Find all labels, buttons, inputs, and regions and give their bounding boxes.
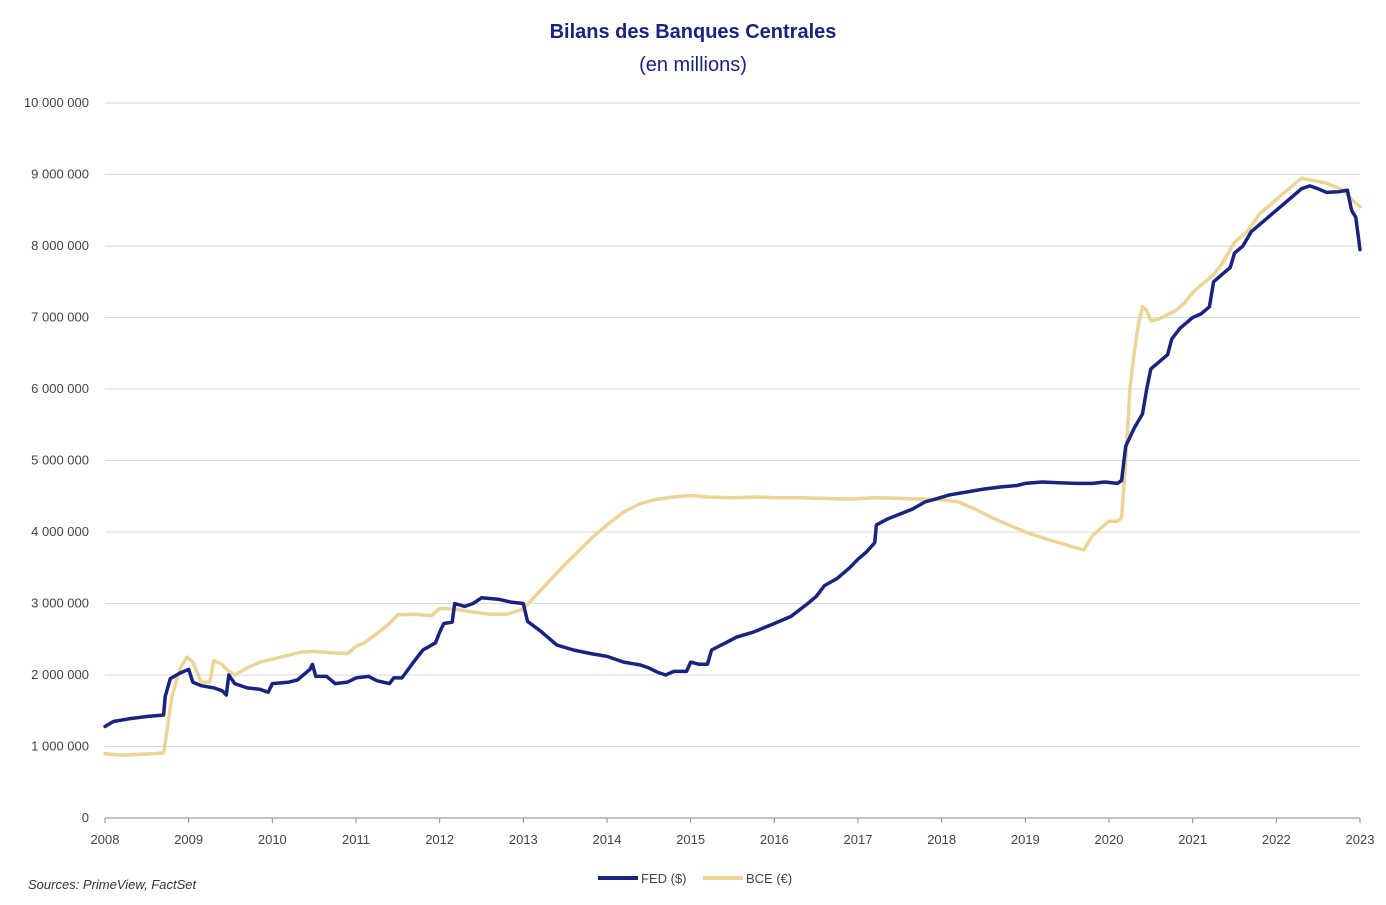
- chart-title: Bilans des Banques Centrales: [550, 21, 837, 43]
- source-note: Sources: PrimeView, FactSet: [28, 877, 197, 892]
- series-line-bce: [103, 176, 1362, 757]
- x-tick-label: 2022: [1262, 832, 1291, 847]
- y-tick-label: 8 000 000: [31, 238, 89, 253]
- series-lines: [103, 176, 1362, 757]
- x-tick-label: 2019: [1011, 832, 1040, 847]
- y-tick-label: 7 000 000: [31, 310, 89, 325]
- x-tick-label: 2016: [760, 832, 789, 847]
- y-tick-label: 1 000 000: [31, 739, 89, 754]
- legend-label-fed: FED ($): [641, 871, 687, 886]
- x-tick-label: 2023: [1346, 832, 1375, 847]
- x-tick-label: 2012: [425, 832, 454, 847]
- chart-subtitle: (en millions): [639, 54, 747, 76]
- y-tick-label: 4 000 000: [31, 524, 89, 539]
- series-line-fed: [103, 184, 1362, 729]
- y-axis-ticks: 0 1 000 000 2 000 000 3 000 000 4 000 000 5 0…: [24, 95, 89, 825]
- legend-label-bce: BCE (€): [746, 871, 792, 886]
- y-tick-label: 0: [82, 810, 89, 825]
- x-tick-label: 2011: [342, 832, 370, 847]
- x-tick-label: 2015: [676, 832, 705, 847]
- y-tick-label: 10 000 000: [24, 95, 89, 110]
- y-tick-label: 5 000 000: [31, 453, 89, 468]
- y-tick-label: 3 000 000: [31, 596, 89, 611]
- x-tick-label: 2010: [258, 832, 287, 847]
- y-tick-label: 6 000 000: [31, 381, 89, 396]
- x-axis-ticks: 2008 2009 2010 2011 2012 2013 2014 2015 2016 2017…: [91, 818, 1375, 847]
- y-tick-label: 9 000 000: [31, 167, 89, 182]
- y-tick-label: 2 000 000: [31, 667, 89, 682]
- x-tick-label: 2013: [509, 832, 538, 847]
- x-tick-label: 2020: [1095, 832, 1124, 847]
- x-tick-label: 2021: [1178, 832, 1207, 847]
- x-tick-label: 2009: [174, 832, 203, 847]
- legend: FED ($) BCE (€): [598, 871, 792, 886]
- x-tick-label: 2018: [927, 832, 956, 847]
- x-tick-label: 2017: [844, 832, 873, 847]
- x-tick-label: 2008: [91, 832, 120, 847]
- gridlines: [105, 102, 1360, 747]
- x-tick-label: 2014: [593, 832, 622, 847]
